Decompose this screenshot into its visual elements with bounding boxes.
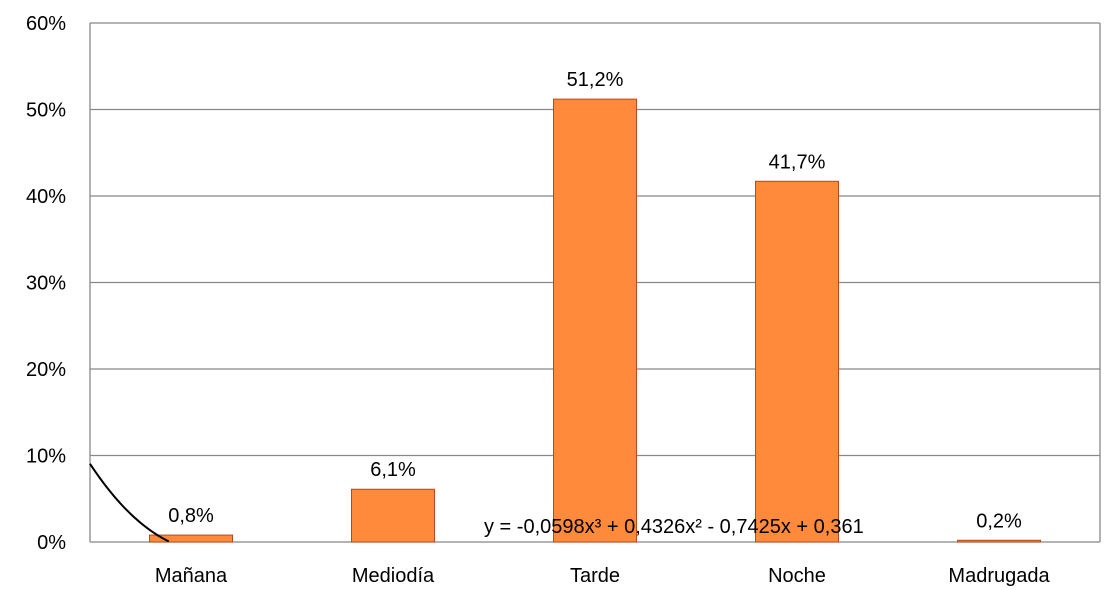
data-labels: 0,8% 6,1% 51,2% 41,7% 0,2% bbox=[168, 69, 1022, 532]
trendline-group bbox=[89, 463, 170, 543]
data-label: 41,7% bbox=[769, 151, 826, 173]
y-tick-label: 10% bbox=[26, 446, 66, 468]
x-tick-label: Noche bbox=[768, 565, 826, 587]
bar bbox=[755, 180, 839, 543]
trendline-equation: y = -0,0598x³ + 0,4326x² - 0,7425x + 0,3… bbox=[484, 516, 864, 538]
x-tick-label: Mediodía bbox=[352, 565, 435, 587]
trendline bbox=[89, 463, 170, 543]
bar bbox=[351, 488, 435, 543]
x-axis-tick-labels: Mañana Mediodía Tarde Noche Madrugada bbox=[155, 565, 1051, 587]
data-label: 0,8% bbox=[168, 505, 214, 527]
y-tick-label: 50% bbox=[26, 100, 66, 122]
x-tick-label: Madrugada bbox=[948, 565, 1050, 587]
bar bbox=[149, 534, 233, 543]
data-label: 6,1% bbox=[370, 459, 416, 481]
x-tick-label: Mañana bbox=[155, 565, 228, 587]
y-tick-label: 40% bbox=[26, 186, 66, 208]
y-tick-label: 0% bbox=[37, 532, 66, 554]
bar bbox=[553, 98, 637, 543]
x-tick-label: Tarde bbox=[570, 565, 620, 587]
bars bbox=[149, 98, 1041, 543]
bar bbox=[957, 539, 1041, 543]
y-tick-label: 60% bbox=[26, 13, 66, 35]
y-tick-label: 30% bbox=[26, 273, 66, 295]
data-label: 0,2% bbox=[976, 510, 1022, 532]
data-label: 51,2% bbox=[567, 69, 624, 91]
y-axis-tick-labels: 0% 10% 20% 30% 40% 50% 60% bbox=[26, 13, 66, 554]
y-tick-label: 20% bbox=[26, 359, 66, 381]
